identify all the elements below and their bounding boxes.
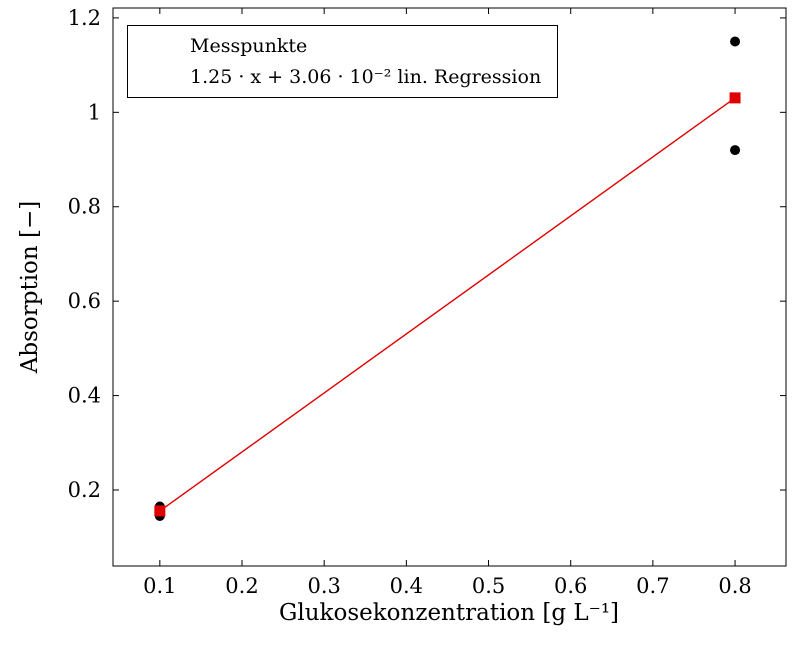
legend-label-regression: 1.25 · x + 3.06 · 10⁻² lin. Regression <box>190 66 542 88</box>
y-tick-label: 0.8 <box>68 195 101 219</box>
y-tick-label: 0.6 <box>68 289 101 313</box>
data-point-circle <box>730 36 741 47</box>
dot-marker-icon <box>156 41 166 51</box>
x-tick-label: 0.1 <box>143 574 176 598</box>
y-tick-label: 0.4 <box>68 384 101 408</box>
x-tick-label: 0.2 <box>225 574 258 598</box>
x-tick-label: 0.8 <box>718 574 751 598</box>
y-tick-label: 0.2 <box>68 478 101 502</box>
x-tick-label: 0.4 <box>390 574 423 598</box>
x-tick-label: 0.6 <box>554 574 587 598</box>
regression-line <box>159 97 736 512</box>
y-tick-label: 1 <box>88 100 101 124</box>
x-axis-label: Glukosekonzentration [g L⁻¹] <box>278 600 620 626</box>
line-marker-icon <box>138 76 184 77</box>
data-point-square <box>729 92 741 104</box>
x-tick-label: 0.3 <box>307 574 340 598</box>
square-marker-icon <box>156 71 167 82</box>
legend: Messpunkte 1.25 · x + 3.06 · 10⁻² lin. R… <box>127 25 559 98</box>
scatter-marker-icon <box>136 39 186 53</box>
data-point-square <box>154 505 166 517</box>
y-tick-label: 1.2 <box>68 6 101 30</box>
x-tick-label: 0.7 <box>636 574 669 598</box>
plot-frame <box>112 7 787 567</box>
y-axis-label: Absorption [−] <box>17 200 43 374</box>
legend-item-messpunkte: Messpunkte <box>136 35 541 57</box>
regression-line-icon <box>136 70 186 84</box>
data-point-circle <box>730 145 741 156</box>
legend-label-messpunkte: Messpunkte <box>190 35 308 57</box>
legend-item-regression: 1.25 · x + 3.06 · 10⁻² lin. Regression <box>136 66 541 88</box>
x-tick-label: 0.5 <box>472 574 505 598</box>
